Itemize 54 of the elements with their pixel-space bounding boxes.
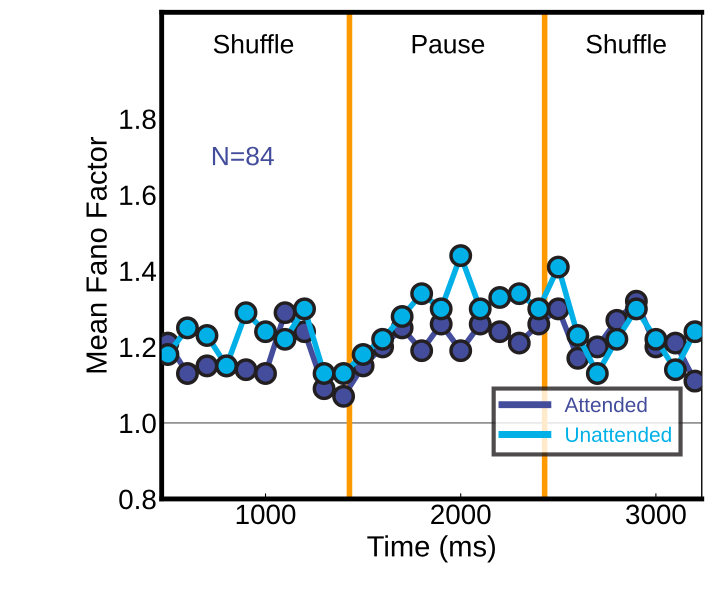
- x-tick-label: 3000: [626, 504, 686, 524]
- x-tick-label: 2000: [431, 504, 491, 524]
- annotation: Pause: [412, 35, 484, 54]
- point: [332, 384, 356, 408]
- legend-label: Attended: [564, 396, 647, 412]
- point: [196, 324, 218, 347]
- x-tick-label: 1000: [236, 504, 296, 524]
- annotation: Shuffle: [214, 34, 294, 54]
- point: [605, 328, 628, 351]
- point: [449, 244, 472, 268]
- point: [430, 297, 453, 320]
- point: [468, 297, 492, 320]
- point: [312, 362, 336, 385]
- annotation: Shuffle: [586, 34, 666, 54]
- legend-label: Unattended: [566, 426, 671, 442]
- point: [546, 256, 570, 279]
- point: [390, 305, 414, 328]
- point: [508, 282, 531, 306]
- y-tick-label: 1.6: [120, 185, 156, 206]
- y-axis-title: Mean Fano Factor: [86, 136, 107, 372]
- point: [332, 362, 356, 385]
- point: [488, 320, 512, 344]
- point: [254, 320, 277, 344]
- point: [274, 328, 296, 351]
- x-axis-title: Time (ms): [367, 535, 495, 562]
- point: [234, 358, 258, 382]
- point: [196, 354, 218, 378]
- y-tick-label: 1.2: [120, 338, 156, 357]
- point: [371, 328, 394, 351]
- y-tick-label: 1.4: [120, 262, 156, 281]
- point: [254, 362, 277, 385]
- point: [352, 343, 375, 366]
- y-tick-label: 1.0: [120, 414, 156, 434]
- point: [410, 282, 434, 306]
- point: [176, 316, 199, 340]
- y-tick-label: 1.8: [120, 109, 156, 130]
- point: [488, 286, 512, 309]
- point: [176, 362, 199, 385]
- point: [624, 297, 648, 320]
- point: [586, 362, 609, 385]
- annotation: N=84: [212, 146, 274, 166]
- point: [527, 297, 550, 320]
- point: [566, 346, 590, 370]
- point: [586, 335, 609, 358]
- point: [449, 339, 472, 362]
- point: [664, 358, 687, 382]
- y-tick-label: 0.8: [119, 490, 156, 510]
- point: [274, 301, 296, 324]
- point: [293, 297, 316, 320]
- point: [566, 324, 590, 347]
- point: [644, 328, 668, 351]
- point: [234, 301, 258, 324]
- point: [410, 339, 434, 362]
- point: [508, 332, 531, 355]
